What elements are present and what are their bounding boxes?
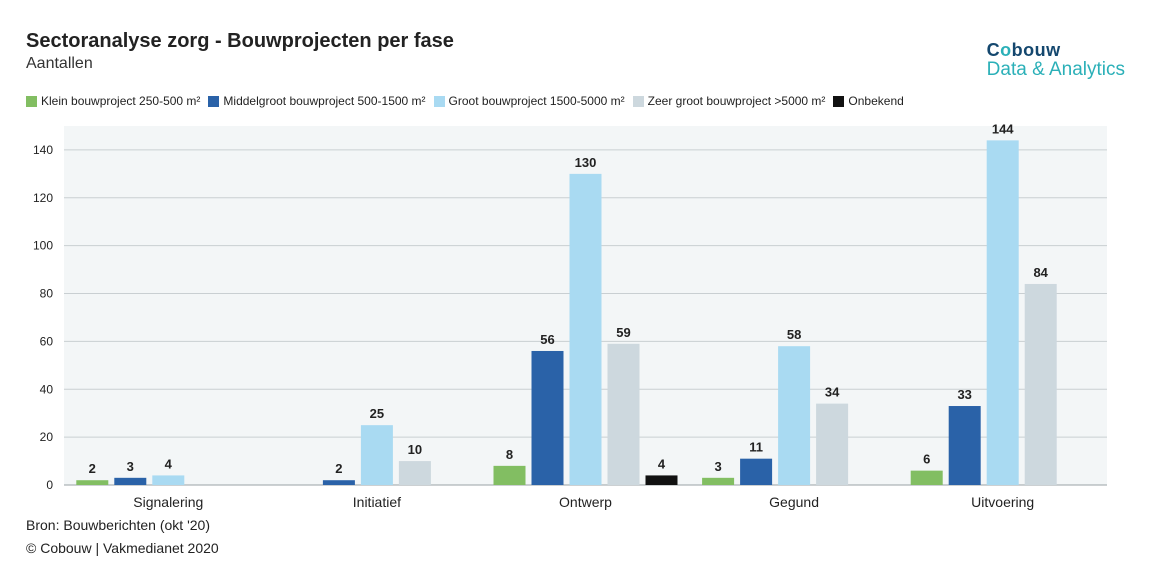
bar-0-2	[152, 475, 185, 485]
legend-label-2: Groot bouwproject 1500-5000 m²	[448, 94, 625, 108]
data-label-4-3: 84	[1033, 265, 1048, 280]
chart-subtitle: Aantallen	[26, 55, 93, 72]
x-tick-label-3: Gegund	[769, 494, 819, 510]
legend-label-4: Onbekend	[848, 94, 904, 108]
brand-tagline: Data & Analytics	[986, 59, 1125, 80]
data-label-3-2: 58	[787, 327, 801, 342]
x-tick-label-2: Ontwerp	[559, 494, 612, 510]
data-label-1-1: 2	[335, 461, 342, 476]
legend-item-1: Middelgroot bouwproject 500-1500 m²	[208, 94, 426, 108]
data-label-3-0: 3	[714, 459, 721, 474]
x-tick-label-4: Uitvoering	[971, 494, 1034, 510]
legend-label-1: Middelgroot bouwproject 500-1500 m²	[223, 94, 426, 108]
bar-0-0	[76, 480, 109, 485]
chart-legend: Klein bouwproject 250-500 m² Middelgroot …	[26, 94, 912, 108]
y-tick-label-40: 40	[40, 382, 54, 396]
brand-name-prefix: C	[986, 40, 1001, 60]
legend-swatch-3	[632, 95, 644, 107]
x-tick-label-1: Initiatief	[353, 494, 401, 510]
data-label-4-2: 144	[992, 121, 1014, 136]
bar-2-3	[607, 343, 640, 485]
data-label-2-0: 8	[506, 447, 513, 462]
source-note: Bron: Bouwberichten (okt '20)	[26, 517, 210, 533]
bar-2-2	[569, 173, 602, 485]
bar-4-2	[986, 140, 1019, 486]
legend-item-2: Groot bouwproject 1500-5000 m²	[433, 94, 625, 108]
data-label-1-2: 25	[370, 406, 384, 421]
data-label-0-2: 4	[165, 456, 173, 471]
legend-item-4: Onbekend	[833, 94, 904, 108]
bar-3-0	[702, 477, 735, 485]
y-tick-label-140: 140	[33, 143, 53, 157]
data-label-2-1: 56	[540, 332, 554, 347]
bar-4-1	[948, 406, 981, 485]
y-tick-label-100: 100	[33, 239, 53, 253]
copyright-note: © Cobouw | Vakmedianet 2020	[26, 540, 219, 556]
bar-2-1	[531, 350, 564, 485]
legend-swatch-1	[208, 95, 220, 107]
bar-3-1	[740, 458, 773, 485]
data-label-0-0: 2	[89, 461, 96, 476]
bar-4-3	[1024, 283, 1057, 485]
data-label-0-1: 3	[127, 459, 134, 474]
legend-label-0: Klein bouwproject 250-500 m²	[41, 94, 201, 108]
bar-2-4	[645, 475, 678, 485]
bar-3-2	[778, 346, 811, 485]
y-tick-label-0: 0	[46, 478, 53, 492]
data-label-2-3: 59	[616, 325, 630, 340]
data-label-2-2: 130	[575, 155, 597, 170]
legend-swatch-2	[433, 95, 445, 107]
data-label-3-3: 34	[825, 385, 840, 400]
y-tick-label-120: 120	[33, 191, 53, 205]
brand-name-o: o	[1000, 40, 1012, 60]
y-tick-label-80: 80	[40, 287, 54, 301]
bar-1-1	[322, 480, 355, 485]
bar-2-0	[493, 465, 526, 485]
brand-name: Cobouw	[987, 40, 1125, 61]
y-tick-label-60: 60	[40, 334, 54, 348]
bar-4-0	[910, 470, 943, 485]
data-label-3-1: 11	[749, 440, 763, 455]
data-label-4-1: 33	[957, 387, 971, 402]
y-tick-label-20: 20	[40, 430, 54, 444]
legend-item-0: Klein bouwproject 250-500 m²	[26, 94, 200, 108]
bar-0-1	[114, 477, 147, 485]
bar-3-3	[816, 403, 849, 485]
x-tick-label-0: Signalering	[133, 494, 203, 510]
data-label-1-3: 10	[408, 442, 422, 457]
legend-item-3: Zeer groot bouwproject >5000 m²	[632, 94, 826, 108]
legend-swatch-0	[26, 95, 37, 107]
chart-title: Sectoranalyse zorg - Bouwprojecten per f…	[26, 30, 454, 52]
bar-1-2	[360, 425, 393, 485]
data-label-4-0: 6	[923, 452, 930, 467]
data-label-2-4: 4	[658, 456, 666, 471]
brand-logo: Cobouw Data & Analytics	[987, 40, 1125, 81]
legend-label-3: Zeer groot bouwproject >5000 m²	[647, 94, 826, 108]
legend-swatch-4	[833, 95, 845, 107]
brand-name-suffix: bouw	[1011, 40, 1061, 60]
bar-1-3	[398, 461, 431, 485]
